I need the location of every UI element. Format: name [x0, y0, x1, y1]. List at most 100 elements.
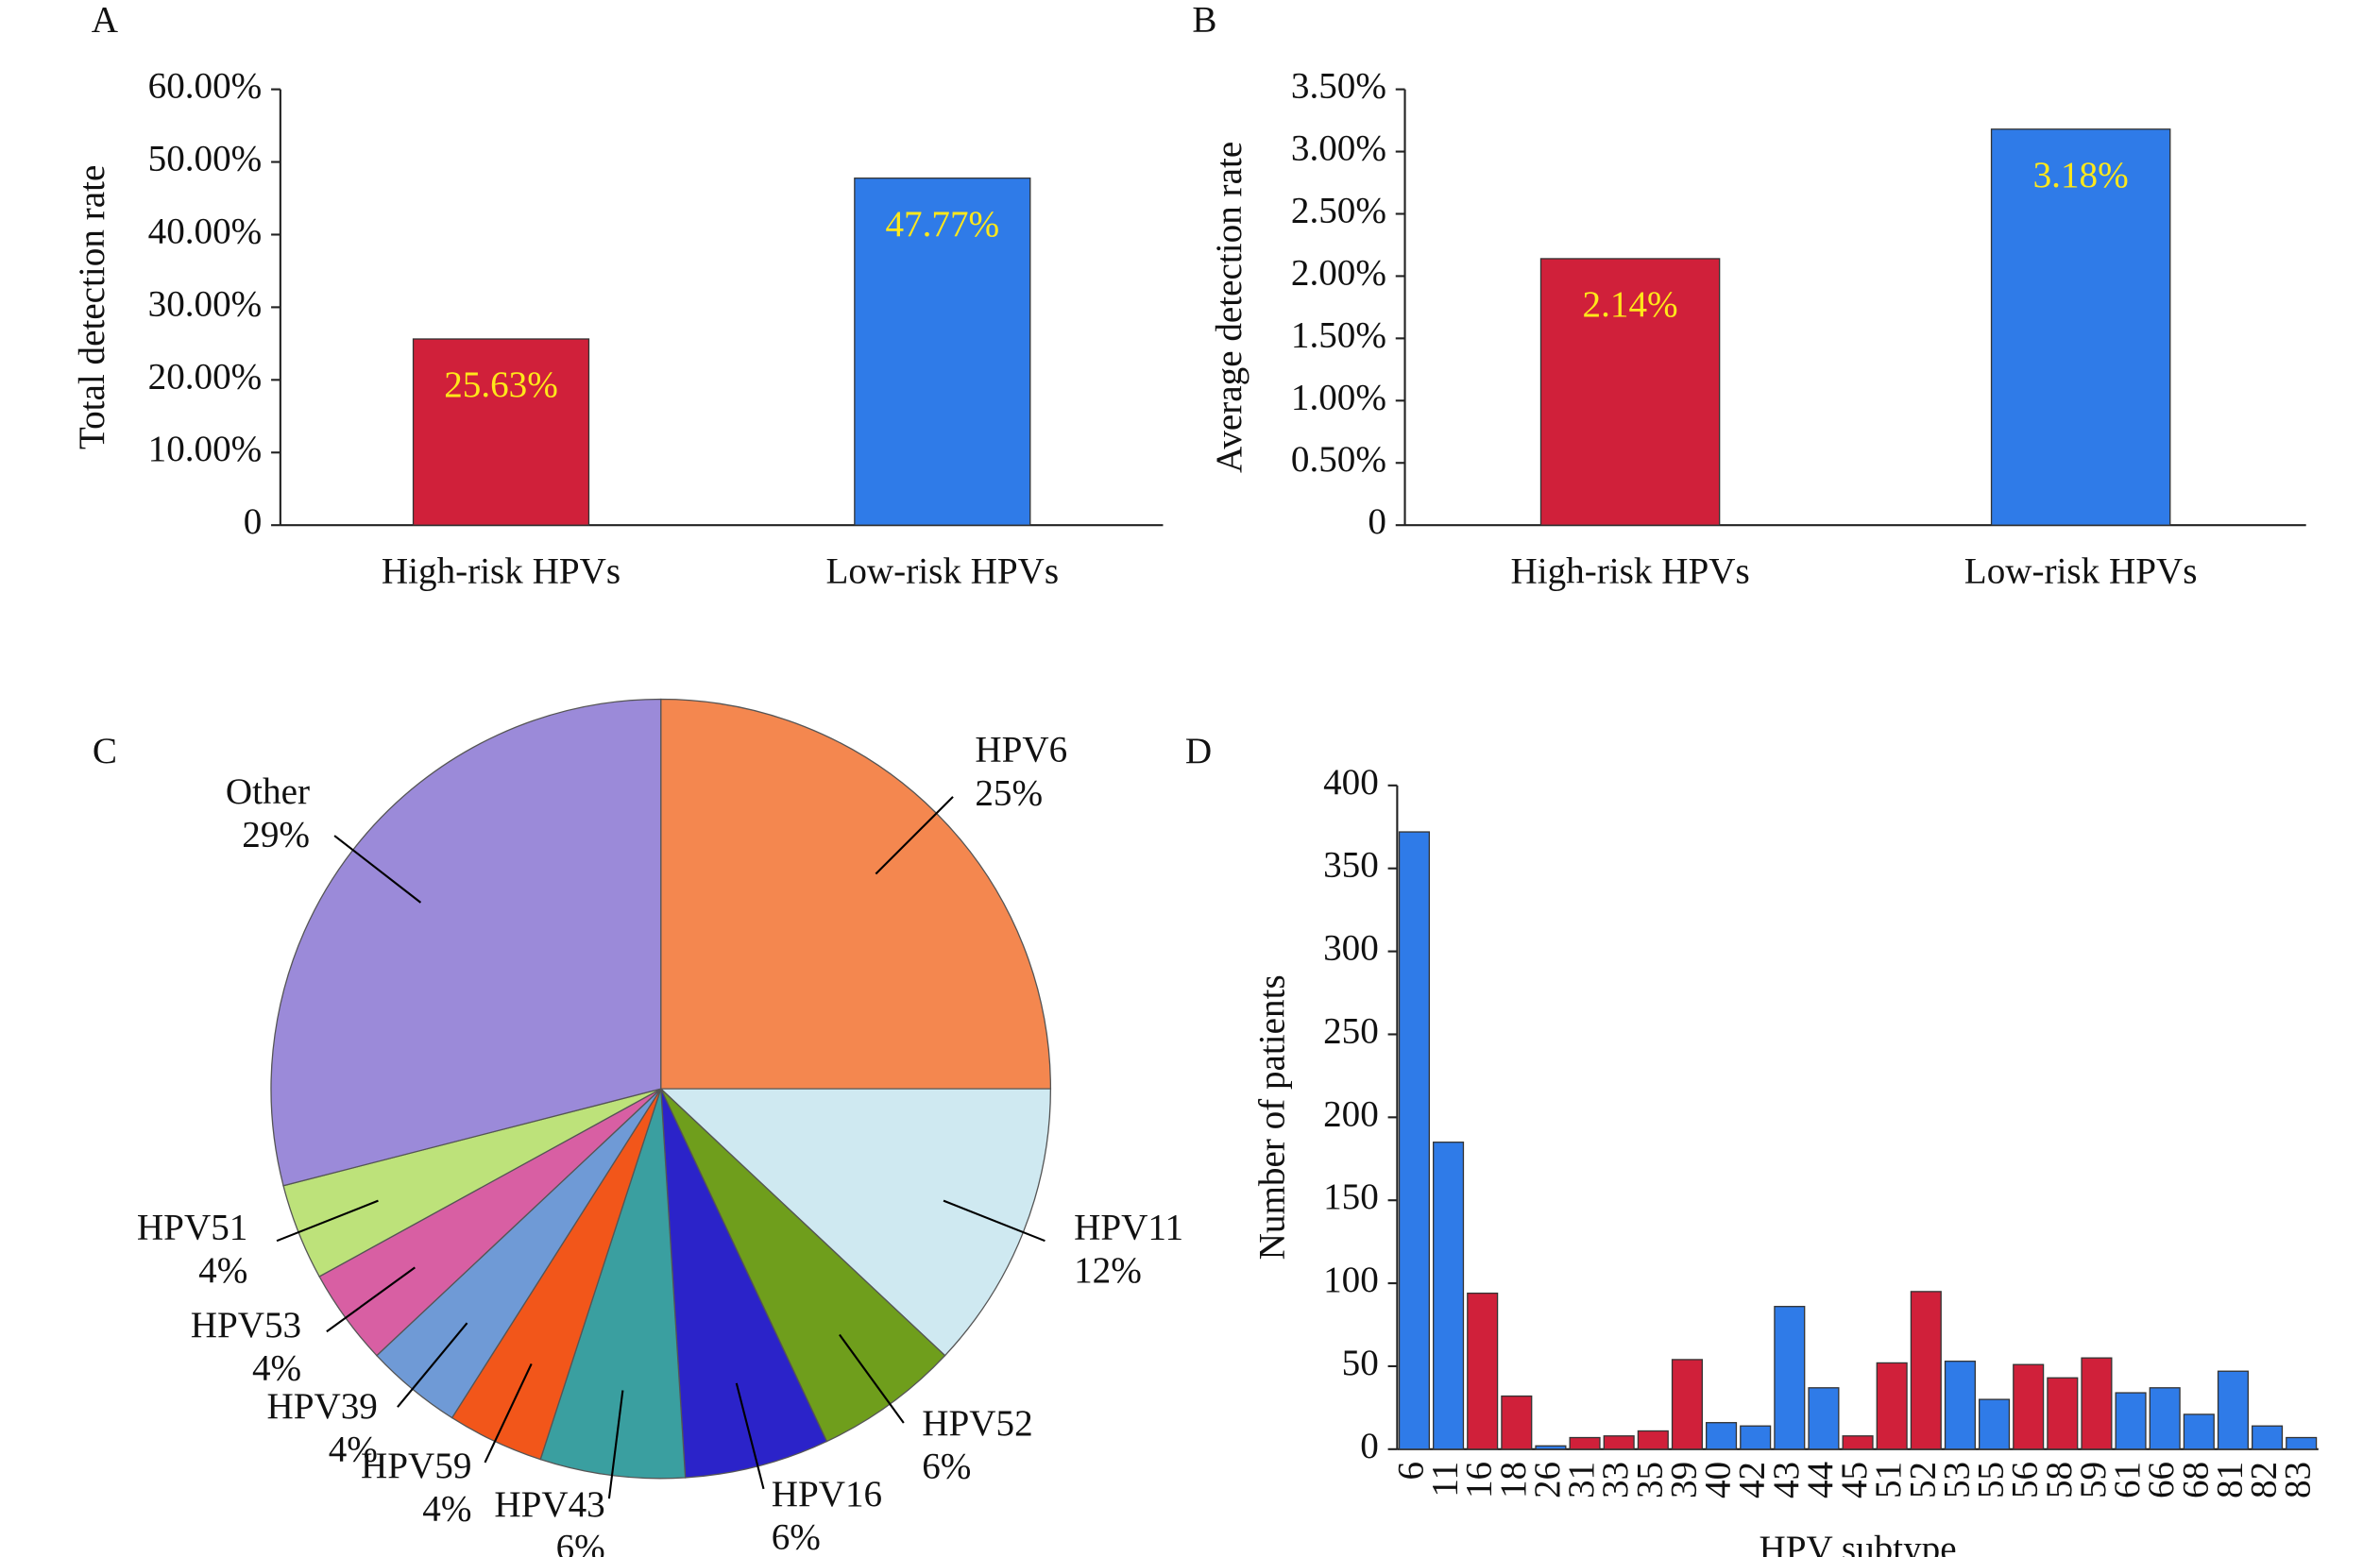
bar	[1535, 1445, 1567, 1450]
x-tick-label: 66	[2141, 1462, 2182, 1498]
y-tick-label: 30.00%	[148, 283, 263, 324]
bar	[1433, 1142, 1465, 1450]
leader-line	[326, 1266, 416, 1333]
y-tick-label: 1.50%	[1291, 314, 1386, 355]
slice-name: HPV59	[361, 1446, 471, 1486]
x-tick-label: 53	[1936, 1462, 1977, 1498]
bar	[2149, 1387, 2181, 1450]
bar	[1740, 1425, 1772, 1450]
x-tick-label: 26	[1527, 1462, 1568, 1498]
slice-percent: 12%	[1074, 1250, 1142, 1291]
y-tick-label: 300	[1323, 928, 1379, 969]
y-axis-label: Number of patients	[1252, 974, 1293, 1260]
value-label: 25.63%	[444, 364, 558, 405]
leader-line	[484, 1362, 533, 1464]
bar	[1467, 1292, 1499, 1450]
y-tick-label: 1.00%	[1291, 377, 1386, 417]
x-tick-label: 68	[2175, 1462, 2216, 1498]
bar	[2047, 1377, 2079, 1450]
slice-percent: 6%	[556, 1528, 605, 1557]
bar	[1706, 1422, 1738, 1450]
y-tick-label: 400	[1323, 762, 1379, 803]
x-tick-label: 40	[1698, 1462, 1739, 1498]
x-axis-label: HPV subtype	[1760, 1529, 1957, 1557]
slice-name: HPV51	[137, 1207, 247, 1247]
leader-line	[875, 796, 954, 875]
bar	[412, 338, 590, 526]
slice-name: HPV39	[266, 1386, 377, 1427]
panel-label: C	[93, 731, 117, 771]
slice-name: HPV53	[191, 1305, 301, 1345]
y-axis-label: Average detection rate	[1209, 142, 1250, 473]
slice-label: HPV52 6%	[922, 1403, 1032, 1487]
slice-percent: 29%	[242, 815, 310, 855]
x-tick-label: 52	[1902, 1462, 1943, 1498]
x-tick-label: 16	[1459, 1462, 1500, 1498]
x-tick-label: 55	[1971, 1462, 2012, 1498]
bar	[1990, 128, 2171, 526]
bar	[854, 178, 1031, 526]
panel-label: A	[92, 0, 118, 40]
bar	[1910, 1291, 1942, 1450]
leader-line	[333, 835, 422, 904]
y-tick-label: 10.00%	[148, 429, 263, 469]
x-tick-label: 59	[2073, 1462, 2114, 1498]
bar	[1539, 258, 1721, 526]
x-tick-label: 39	[1663, 1462, 1704, 1498]
panel-label: B	[1192, 0, 1216, 40]
slice-label: HPV43 6%	[494, 1484, 604, 1557]
y-tick-label: 50.00%	[148, 139, 263, 179]
y-tick-label: 20.00%	[148, 356, 263, 397]
x-tick-label: 31	[1561, 1462, 1602, 1498]
slice-label: HPV16 6%	[772, 1474, 882, 1557]
bar	[1398, 831, 1430, 1450]
y-axis-label: Total detection rate	[72, 165, 112, 449]
x-tick-label: 18	[1493, 1462, 1534, 1498]
slice-percent: 6%	[772, 1517, 821, 1557]
bar	[1808, 1387, 1840, 1450]
leader-line	[839, 1333, 905, 1424]
x-tick-label: 44	[1800, 1462, 1841, 1498]
y-tick-label: 0	[1368, 501, 1386, 542]
slice-label: HPV11 12%	[1074, 1207, 1183, 1291]
bar	[1603, 1435, 1635, 1450]
y-tick-label: 60.00%	[148, 66, 263, 107]
slice-percent: 4%	[422, 1489, 471, 1530]
slice-name: Other	[226, 771, 310, 812]
x-tick-label: 56	[2005, 1462, 2046, 1498]
slice-name: HPV43	[494, 1484, 604, 1525]
bar	[2217, 1370, 2249, 1450]
bar	[2252, 1425, 2284, 1450]
y-tick-label: 0.50%	[1291, 439, 1386, 480]
bar	[1637, 1430, 1669, 1450]
x-tick-label: 35	[1629, 1462, 1670, 1498]
bar	[1569, 1436, 1601, 1450]
slice-percent: 4%	[329, 1429, 378, 1469]
x-tick-label: 11	[1425, 1462, 1466, 1498]
slice-name: HPV52	[922, 1403, 1032, 1444]
y-tick-label: 2.00%	[1291, 252, 1386, 293]
y-tick-label: 100	[1323, 1260, 1379, 1300]
y-tick-label: 3.50%	[1291, 66, 1386, 107]
bar	[1671, 1359, 1703, 1450]
x-tick-label: Low-risk HPVs	[1964, 550, 2198, 591]
bar	[1501, 1395, 1533, 1450]
leader-line	[943, 1199, 1046, 1243]
bar	[2183, 1413, 2215, 1450]
y-tick-label: 350	[1323, 845, 1379, 886]
slice-percent: 4%	[198, 1250, 247, 1291]
y-tick-label: 250	[1323, 1010, 1379, 1051]
bar	[1979, 1398, 2011, 1450]
value-label: 3.18%	[2033, 155, 2129, 195]
x-tick-label: 43	[1766, 1462, 1807, 1498]
leader-line	[735, 1382, 765, 1490]
x-tick-label: 6	[1390, 1462, 1431, 1481]
x-tick-label: 51	[1868, 1462, 1909, 1498]
x-tick-label: 82	[2244, 1462, 2285, 1498]
slice-percent: 6%	[922, 1447, 971, 1487]
y-tick-label: 0	[244, 501, 263, 542]
bar	[1876, 1362, 1908, 1450]
bar	[1774, 1306, 1806, 1450]
bar	[2286, 1436, 2318, 1450]
slice-label: Other 29%	[226, 771, 310, 855]
